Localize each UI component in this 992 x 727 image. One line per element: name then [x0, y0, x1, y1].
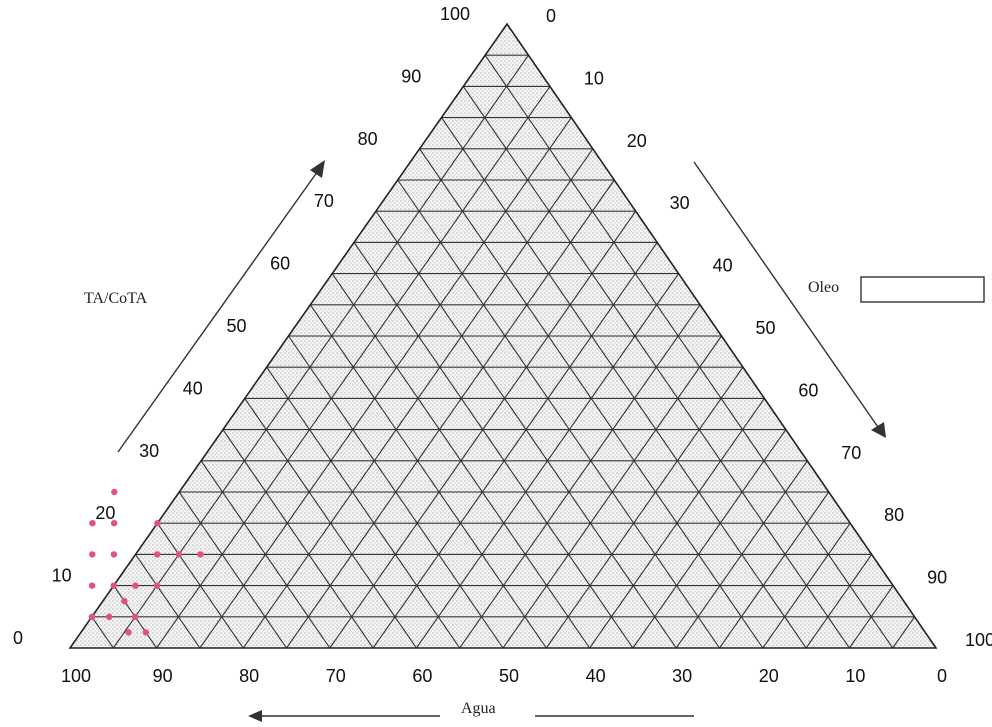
data-point [121, 598, 128, 605]
grid-line [419, 148, 764, 649]
bottom-tick-label: 10 [845, 666, 865, 686]
grid-line [178, 491, 287, 649]
right-tick-label: 60 [798, 380, 818, 400]
grid-line [805, 554, 873, 649]
grid-line [440, 117, 807, 649]
data-point [110, 551, 118, 558]
left-axis-arrow [117, 160, 325, 453]
data-point [110, 582, 117, 589]
bottom-tick-label: 20 [759, 666, 779, 686]
bottom-axis-ticks: 100 90 80 70 60 50 40 30 20 10 0 [61, 666, 947, 686]
left-tick-label: 80 [358, 129, 378, 149]
data-point [88, 582, 96, 589]
grid-line [112, 54, 529, 649]
left-tick-label: 50 [226, 316, 246, 336]
triangle-border [68, 22, 938, 649]
right-tick-label: 10 [584, 68, 604, 88]
bottom-tick-label: 30 [672, 666, 692, 686]
grid-line [353, 242, 634, 649]
left-tick-label: 100 [440, 4, 470, 24]
data-point [142, 629, 150, 636]
grid-line [632, 429, 787, 649]
data-point [154, 520, 161, 527]
grid-line [545, 366, 744, 649]
left-axis-label: TA/CoTA [84, 290, 148, 307]
grid-line [372, 242, 658, 649]
left-tick-label: 10 [52, 566, 72, 586]
data-point [111, 488, 118, 496]
left-tick-label: 0 [13, 628, 23, 648]
right-tick-label: 100 [965, 630, 992, 650]
left-tick-label: 90 [401, 66, 421, 86]
grid-line [892, 616, 916, 649]
data-point [105, 613, 113, 620]
grid-line [222, 429, 374, 649]
right-tick-label: 70 [841, 443, 861, 463]
bottom-tick-label: 90 [153, 666, 173, 686]
bottom-tick-label: 60 [412, 666, 432, 686]
right-tick-label: 30 [670, 193, 690, 213]
bottom-tick-label: 50 [499, 666, 519, 686]
data-point [132, 582, 139, 589]
left-tick-label: 60 [270, 254, 290, 274]
right-tick-label: 20 [627, 131, 647, 151]
right-axis-label: Oleo [808, 279, 839, 296]
grid-line [459, 304, 701, 649]
bottom-axis-label: Agua [461, 700, 496, 717]
grid-line [719, 491, 830, 649]
left-axis-ticks: 0 10 20 30 40 50 60 70 80 90 100 [13, 4, 470, 648]
data-point [89, 520, 96, 527]
grid-line [286, 179, 615, 649]
grid-lines [91, 54, 916, 649]
data-point [197, 551, 204, 558]
grid-line [135, 554, 201, 649]
bottom-tick-label: 40 [586, 666, 606, 686]
right-tick-label: 80 [884, 505, 904, 525]
data-point [153, 582, 161, 589]
data-point [175, 551, 183, 558]
right-tick-label: 90 [927, 568, 947, 588]
data-point [154, 551, 161, 558]
right-axis-ticks: 0 10 20 30 40 50 60 70 80 90 100 [546, 6, 992, 650]
grid-line [91, 616, 114, 649]
bottom-tick-label: 0 [937, 666, 947, 686]
bottom-axis-arrow [248, 710, 694, 722]
data-point [110, 520, 118, 527]
data-point [88, 613, 96, 620]
bottom-tick-label: 100 [61, 666, 91, 686]
left-tick-label: 20 [95, 503, 115, 523]
data-point [125, 629, 132, 636]
oleo-input-box [860, 276, 985, 303]
grid-line [375, 210, 677, 649]
grid-line [156, 86, 551, 649]
grid-line [266, 366, 461, 649]
data-point [131, 613, 139, 620]
grid-line [397, 179, 720, 649]
grid-line [309, 304, 547, 649]
right-tick-label: 50 [755, 318, 775, 338]
grid-line [329, 210, 637, 649]
grid-line [242, 148, 594, 649]
data-point [89, 551, 96, 558]
right-axis-arrow [693, 161, 886, 438]
right-tick-label: 0 [546, 6, 556, 26]
data-points [88, 488, 204, 636]
left-tick-label: 30 [139, 441, 159, 461]
grid-line [199, 117, 572, 649]
grid-line [462, 86, 850, 649]
left-tick-label: 40 [183, 378, 203, 398]
grid-line [484, 54, 894, 649]
bottom-tick-label: 80 [239, 666, 259, 686]
left-tick-label: 70 [314, 191, 334, 211]
right-tick-label: 40 [713, 256, 733, 276]
bottom-tick-label: 70 [326, 666, 346, 686]
